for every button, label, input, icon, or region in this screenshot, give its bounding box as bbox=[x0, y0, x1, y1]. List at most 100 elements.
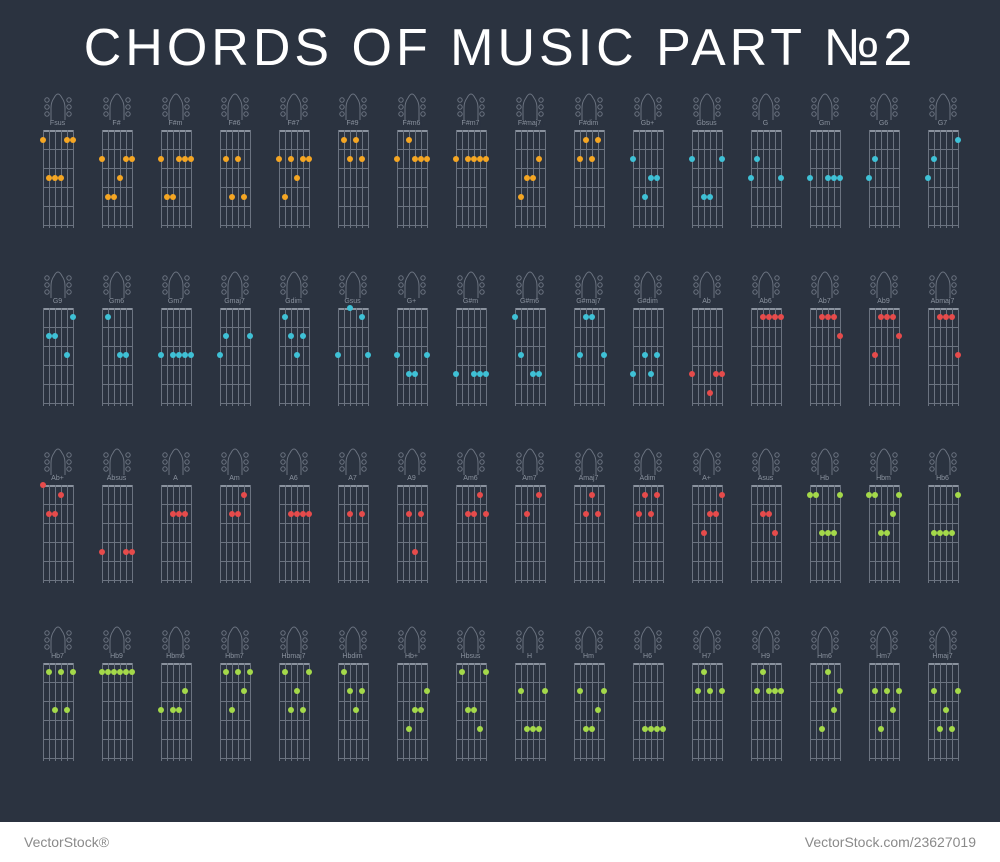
finger-dot bbox=[642, 194, 648, 200]
finger-dot bbox=[595, 511, 601, 517]
finger-dot bbox=[123, 352, 129, 358]
finger-dot bbox=[601, 688, 607, 694]
finger-dot bbox=[772, 688, 778, 694]
finger-dot bbox=[766, 688, 772, 694]
fretboard bbox=[749, 653, 783, 761]
chord-label: F#6 bbox=[227, 120, 241, 127]
chord-label: Hbmaj7 bbox=[280, 653, 306, 660]
fretboard bbox=[572, 298, 606, 406]
headstock-icon bbox=[159, 445, 193, 477]
finger-dot bbox=[341, 669, 347, 675]
headstock-icon bbox=[277, 268, 311, 300]
fretboard bbox=[218, 475, 252, 583]
finger-dot bbox=[949, 314, 955, 320]
page-title: CHORDS OF MUSIC PART №2 bbox=[0, 0, 1000, 90]
fretboard bbox=[631, 653, 665, 761]
finger-dot bbox=[530, 175, 536, 181]
fretboard bbox=[572, 120, 606, 228]
headstock-icon bbox=[218, 623, 252, 655]
headstock-icon bbox=[513, 445, 547, 477]
chord-label: Hb9 bbox=[109, 653, 124, 660]
finger-dot bbox=[70, 137, 76, 143]
finger-dot bbox=[235, 511, 241, 517]
chord-diagram: G#m6 bbox=[502, 268, 557, 436]
chord-label: Hb7 bbox=[50, 653, 65, 660]
headstock-icon bbox=[336, 445, 370, 477]
finger-dot bbox=[689, 156, 695, 162]
finger-dot bbox=[335, 352, 341, 358]
finger-dot bbox=[648, 175, 654, 181]
headstock-icon bbox=[867, 445, 901, 477]
finger-dot bbox=[477, 156, 483, 162]
chord-diagram: Asus bbox=[738, 445, 793, 613]
finger-dot bbox=[105, 314, 111, 320]
chord-diagram: Gm6 bbox=[89, 268, 144, 436]
finger-dot bbox=[64, 352, 70, 358]
headstock-icon bbox=[867, 623, 901, 655]
headstock-icon bbox=[336, 90, 370, 122]
finger-dot bbox=[884, 530, 890, 536]
finger-dot bbox=[943, 707, 949, 713]
finger-dot bbox=[471, 511, 477, 517]
finger-dot bbox=[719, 371, 725, 377]
chord-label: G#m6 bbox=[519, 298, 540, 305]
chord-diagram: F#dim bbox=[561, 90, 616, 258]
finger-dot bbox=[589, 492, 595, 498]
chord-label: F#dim bbox=[578, 120, 599, 127]
chord-label: H7 bbox=[701, 653, 712, 660]
headstock-icon bbox=[513, 90, 547, 122]
finger-dot bbox=[807, 175, 813, 181]
chord-label: Gm6 bbox=[108, 298, 125, 305]
finger-dot bbox=[778, 314, 784, 320]
chord-diagram: Hb+ bbox=[384, 623, 439, 791]
headstock-icon bbox=[159, 623, 193, 655]
headstock-icon bbox=[100, 268, 134, 300]
headstock-icon bbox=[395, 445, 429, 477]
finger-dot bbox=[595, 137, 601, 143]
chord-diagram: A+ bbox=[679, 445, 734, 613]
fretboard bbox=[690, 298, 724, 406]
finger-dot bbox=[872, 492, 878, 498]
finger-dot bbox=[176, 156, 182, 162]
chord-diagram: Ab+ bbox=[30, 445, 85, 613]
chord-diagram: A6 bbox=[266, 445, 321, 613]
finger-dot bbox=[300, 511, 306, 517]
finger-dot bbox=[52, 707, 58, 713]
finger-dot bbox=[819, 530, 825, 536]
headstock-icon bbox=[454, 90, 488, 122]
chord-label: Gm7 bbox=[167, 298, 184, 305]
finger-dot bbox=[949, 726, 955, 732]
finger-dot bbox=[943, 530, 949, 536]
finger-dot bbox=[46, 333, 52, 339]
finger-dot bbox=[713, 511, 719, 517]
headstock-icon bbox=[41, 623, 75, 655]
fretboard bbox=[159, 653, 193, 761]
fretboard bbox=[41, 298, 75, 406]
chord-diagram: A9 bbox=[384, 445, 439, 613]
fretboard bbox=[218, 120, 252, 228]
finger-dot bbox=[477, 371, 483, 377]
finger-dot bbox=[701, 669, 707, 675]
chord-label: H9 bbox=[760, 653, 771, 660]
finger-dot bbox=[235, 669, 241, 675]
fretboard bbox=[277, 475, 311, 583]
finger-dot bbox=[182, 511, 188, 517]
fretboard bbox=[454, 120, 488, 228]
fretboard bbox=[808, 298, 842, 406]
headstock-icon bbox=[631, 445, 665, 477]
headstock-icon bbox=[336, 268, 370, 300]
fretboard bbox=[100, 120, 134, 228]
headstock-icon bbox=[100, 445, 134, 477]
finger-dot bbox=[866, 492, 872, 498]
finger-dot bbox=[412, 549, 418, 555]
finger-dot bbox=[518, 352, 524, 358]
finger-dot bbox=[46, 511, 52, 517]
finger-dot bbox=[217, 352, 223, 358]
finger-dot bbox=[365, 352, 371, 358]
headstock-icon bbox=[100, 90, 134, 122]
finger-dot bbox=[518, 688, 524, 694]
finger-dot bbox=[99, 156, 105, 162]
finger-dot bbox=[282, 669, 288, 675]
finger-dot bbox=[831, 707, 837, 713]
chord-diagram: H9 bbox=[738, 623, 793, 791]
